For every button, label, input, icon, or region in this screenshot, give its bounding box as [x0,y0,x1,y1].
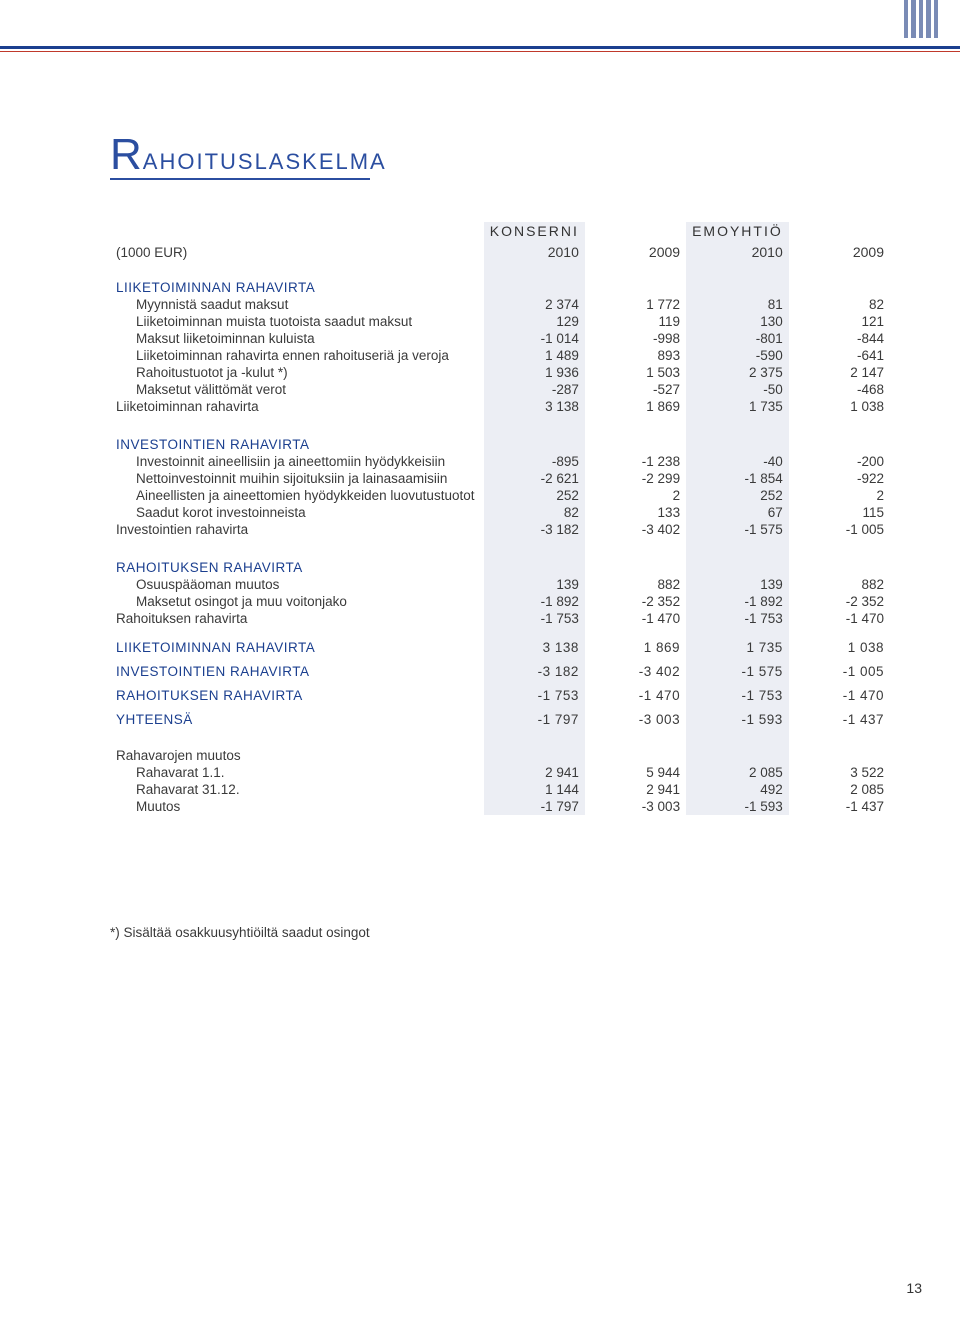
section-head: LIIKETOIMINNAN RAHAVIRTA [110,270,890,296]
page-number: 13 [906,1280,922,1296]
table-row: Osuuspääoman muutos139882139882 [110,576,890,593]
header-rule [0,46,960,52]
table-row: Maksetut osingot ja muu voitonjako-1 892… [110,593,890,610]
section-total: Rahoituksen rahavirta-1 753-1 470-1 753-… [110,610,890,627]
table-row: Muutos-1 797-3 003-1 593-1 437 [110,798,890,815]
title-underline [110,178,370,180]
table-row: Maksut liiketoiminnan kuluista-1 014-998… [110,330,890,347]
change-head: Rahavarojen muutos [110,747,890,764]
header-ornament [904,0,938,42]
column-group-headers: KONSERNI EMOYHTIÖ [110,222,890,240]
table-row: Liiketoiminnan muista tuotoista saadut m… [110,313,890,330]
year-c2: 2009 [585,240,686,270]
table-row: Rahoitustuotot ja -kulut *)1 9361 5032 3… [110,364,890,381]
title-initial-cap: R [110,130,143,179]
table-row: Myynnistä saadut maksut2 3741 7728182 [110,296,890,313]
table-row: Maksetut välittömät verot-287-527-50-468 [110,381,890,398]
title-rest: AHOITUSLASKELMA [143,149,387,174]
section-head: INVESTOINTIEN RAHAVIRTA [110,427,890,453]
year-row: (1000 EUR) 2010 2009 2010 2009 [110,240,890,270]
table-row: Investoinnit aineellisiin ja aineettomii… [110,453,890,470]
table-row: Rahavarat 1.1.2 9415 9442 0853 522 [110,764,890,781]
year-c4: 2009 [789,240,890,270]
table-row: Rahavarat 31.12.1 1442 9414922 085 [110,781,890,798]
table-row: Aineellisten ja aineettomien hyödykkeide… [110,487,890,504]
group-header-konserni: KONSERNI [484,222,585,240]
table-row: Nettoinvestoinnit muihin sijoituksiin ja… [110,470,890,487]
summary-row: LIIKETOIMINNAN RAHAVIRTA3 1381 8691 7351… [110,639,890,663]
table-row: Saadut korot investoinneista8213367115 [110,504,890,521]
unit-label: (1000 EUR) [110,240,484,270]
table-row: Liiketoiminnan rahavirta ennen rahoituse… [110,347,890,364]
year-c1: 2010 [484,240,585,270]
group-header-emoyhtio: EMOYHTIÖ [686,222,789,240]
page-title: RAHOITUSLASKELMA [110,130,890,180]
year-c3: 2010 [686,240,789,270]
summary-row: RAHOITUKSEN RAHAVIRTA-1 753-1 470-1 753-… [110,687,890,711]
section-head: RAHOITUKSEN RAHAVIRTA [110,550,890,576]
section-total: Investointien rahavirta-3 182-3 402-1 57… [110,521,890,538]
section-total: Liiketoiminnan rahavirta3 1381 8691 7351… [110,398,890,415]
financial-table: KONSERNI EMOYHTIÖ (1000 EUR) 2010 2009 2… [110,222,890,815]
summary-row: YHTEENSÄ-1 797-3 003-1 593-1 437 [110,711,890,735]
footnote: *) Sisältää osakkuusyhtiöiltä saadut osi… [110,925,890,940]
summary-row: INVESTOINTIEN RAHAVIRTA-3 182-3 402-1 57… [110,663,890,687]
